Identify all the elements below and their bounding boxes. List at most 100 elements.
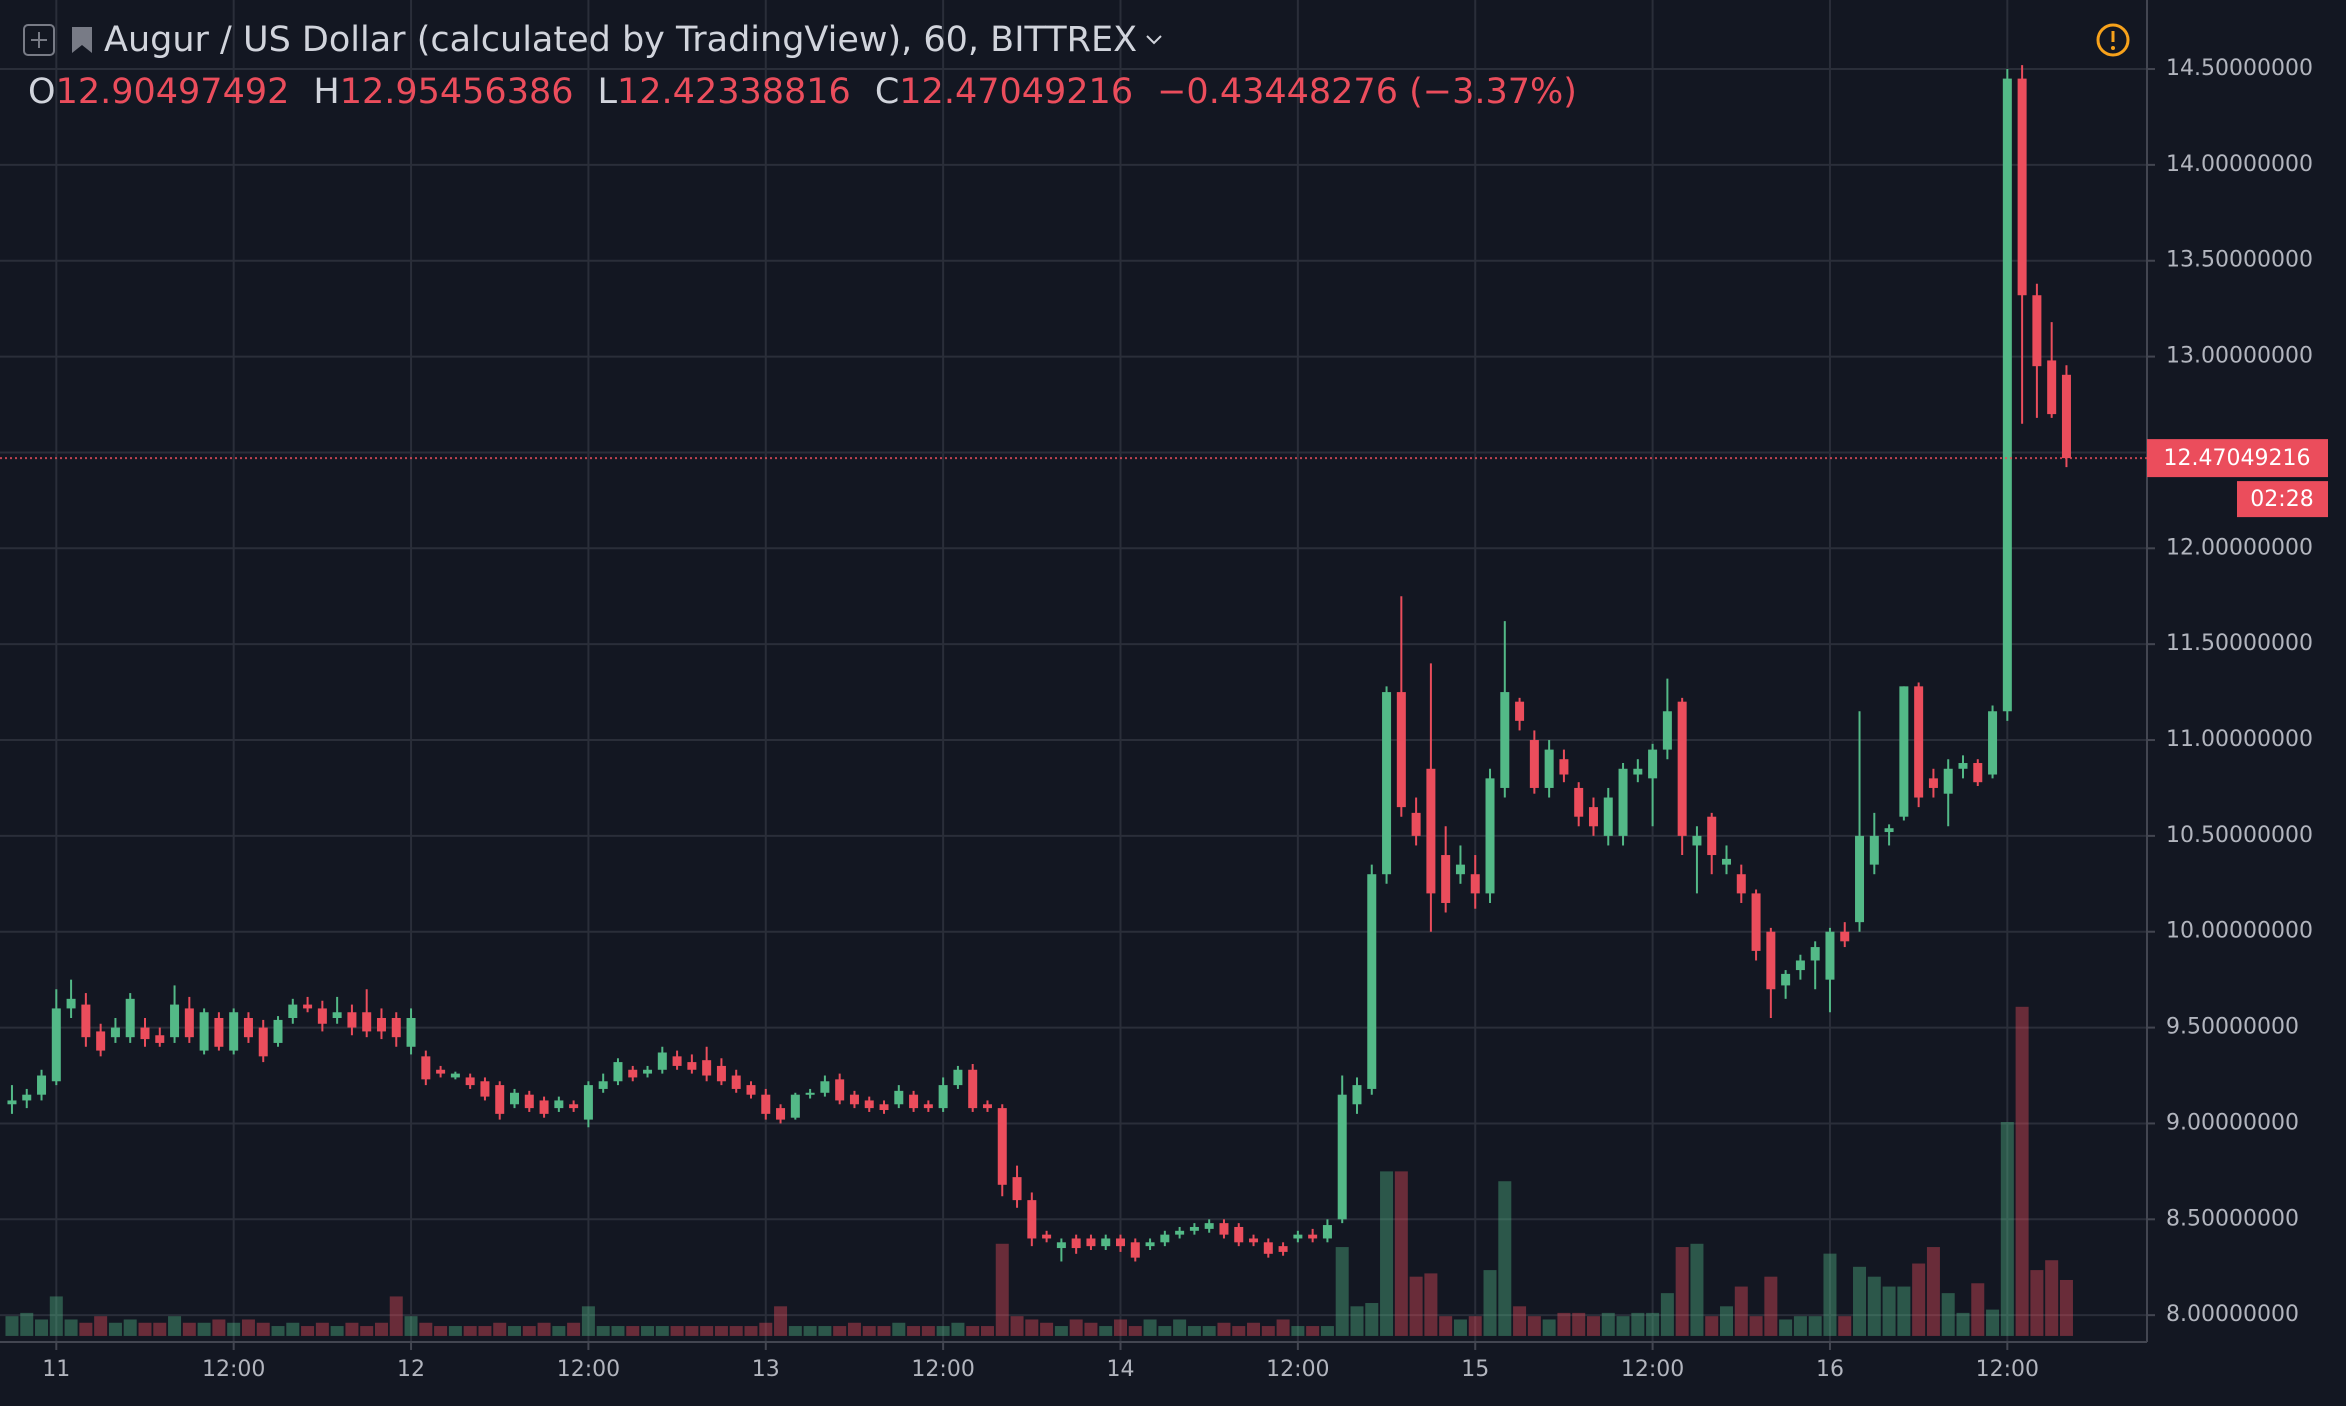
- symbol-title[interactable]: Augur / US Dollar (calculated by Trading…: [104, 20, 1138, 60]
- volume-bar: [1749, 1316, 1763, 1336]
- volume-bar: [1631, 1312, 1645, 1336]
- candle-body: [1722, 858, 1732, 865]
- last-price-box: [2147, 439, 2328, 478]
- candle-body: [1027, 1200, 1037, 1239]
- y-tick-label: 8.00000000: [2166, 1302, 2299, 1327]
- volume-bar: [1838, 1316, 1852, 1336]
- volume-bar: [1527, 1316, 1541, 1336]
- volume-bar: [744, 1326, 758, 1336]
- x-tick-label: 16: [1816, 1357, 1844, 1382]
- candle-body: [746, 1085, 756, 1095]
- candle-body: [953, 1069, 963, 1086]
- candle-body: [1145, 1242, 1155, 1247]
- volume-bar: [1054, 1326, 1068, 1336]
- volume-bar: [197, 1322, 211, 1336]
- volume-bar: [1690, 1243, 1704, 1336]
- volume-bar: [1424, 1273, 1438, 1336]
- candle-body: [1618, 768, 1628, 836]
- volume-bar: [1867, 1276, 1881, 1336]
- last-price-label: 12.47049216: [2164, 446, 2311, 471]
- price-change: −0.43448276 (−3.37%): [1157, 72, 1577, 112]
- x-tick-label: 12: [397, 1357, 425, 1382]
- volume-bar: [1202, 1326, 1216, 1336]
- candle-body: [1973, 763, 1983, 783]
- candle-body: [1840, 931, 1850, 942]
- candle-body: [1130, 1242, 1140, 1258]
- volume-bar: [1646, 1312, 1660, 1336]
- volume-bar: [168, 1316, 182, 1336]
- expand-icon-box: [23, 24, 55, 56]
- volume-bar: [936, 1326, 950, 1336]
- volume-bar: [1010, 1316, 1024, 1336]
- volume-bar: [641, 1326, 655, 1336]
- candle-body: [583, 1085, 593, 1120]
- volume-bar: [389, 1296, 403, 1336]
- candle-body: [450, 1073, 460, 1078]
- candle-body: [1411, 812, 1421, 836]
- volume-bar: [1468, 1316, 1482, 1336]
- volume-bar: [522, 1326, 536, 1336]
- candle-body: [2017, 78, 2027, 296]
- volume-bar: [434, 1326, 448, 1336]
- candle-body: [1263, 1242, 1273, 1254]
- volume-bar: [1483, 1270, 1497, 1336]
- volume-bar: [1365, 1303, 1379, 1336]
- x-tick-label: 14: [1107, 1357, 1135, 1382]
- flag-icon[interactable]: [70, 25, 94, 55]
- volume-bar: [2015, 1006, 2029, 1336]
- volume-bar: [951, 1322, 965, 1336]
- volume-bar: [404, 1316, 418, 1336]
- volume-bar: [448, 1326, 462, 1336]
- volume-bar: [729, 1326, 743, 1336]
- candle-body: [1101, 1238, 1111, 1247]
- candle-body: [243, 1018, 253, 1038]
- volume-bar: [463, 1326, 477, 1336]
- candle-body: [849, 1094, 859, 1105]
- candle-body: [2032, 295, 2042, 367]
- candle-body: [1914, 686, 1924, 798]
- candles: [7, 65, 2071, 1262]
- volume-bar: [2045, 1260, 2059, 1336]
- x-tick-label: 12:00: [911, 1357, 974, 1382]
- volume-bar: [1040, 1322, 1054, 1336]
- candle-body: [598, 1081, 608, 1089]
- volume-bar: [980, 1326, 994, 1336]
- y-tick-label: 9.50000000: [2166, 1015, 2299, 1040]
- candle-body: [1160, 1234, 1170, 1243]
- volume-bar: [2030, 1270, 2044, 1336]
- candle-body: [702, 1060, 712, 1076]
- candle-body: [1515, 701, 1525, 721]
- candle-body: [199, 1012, 209, 1051]
- ohlc-row: O 12.90497492 H 12.95456386 L 12.42338816 C…: [22, 66, 1577, 118]
- volume-bar: [1779, 1319, 1793, 1336]
- x-tick-label: 12:00: [1621, 1357, 1684, 1382]
- dropdown-icon[interactable]: [1143, 30, 1165, 50]
- volume-bar: [774, 1306, 788, 1336]
- expand-icon[interactable]: [22, 23, 56, 57]
- candle-body: [214, 1018, 224, 1047]
- volume-bar: [1513, 1306, 1527, 1336]
- x-tick-label: 12:00: [202, 1357, 265, 1382]
- candle-body: [2061, 374, 2071, 459]
- candle-body: [1603, 797, 1613, 836]
- volume-bar: [478, 1326, 492, 1336]
- candle-body: [1426, 768, 1436, 894]
- volume-bar: [1217, 1322, 1231, 1336]
- candle-body: [495, 1085, 505, 1114]
- alert-icon[interactable]: [2096, 23, 2130, 57]
- candle-body: [1692, 835, 1702, 846]
- volume-bar: [374, 1322, 388, 1336]
- volume-bar: [493, 1322, 507, 1336]
- volume-pane: [5, 1006, 2073, 1336]
- candle-body: [1086, 1238, 1096, 1247]
- candle-body: [1278, 1246, 1288, 1252]
- volume-bar: [1099, 1326, 1113, 1336]
- volume-bar: [123, 1319, 137, 1336]
- volume-bar: [1232, 1326, 1246, 1336]
- volume-bar: [1675, 1247, 1689, 1336]
- candle-body: [184, 1008, 194, 1038]
- candle-body: [1899, 686, 1909, 817]
- legend: Augur / US Dollar (calculated by Trading…: [22, 14, 1577, 118]
- ohlc-value: 12.47049216: [899, 72, 1134, 112]
